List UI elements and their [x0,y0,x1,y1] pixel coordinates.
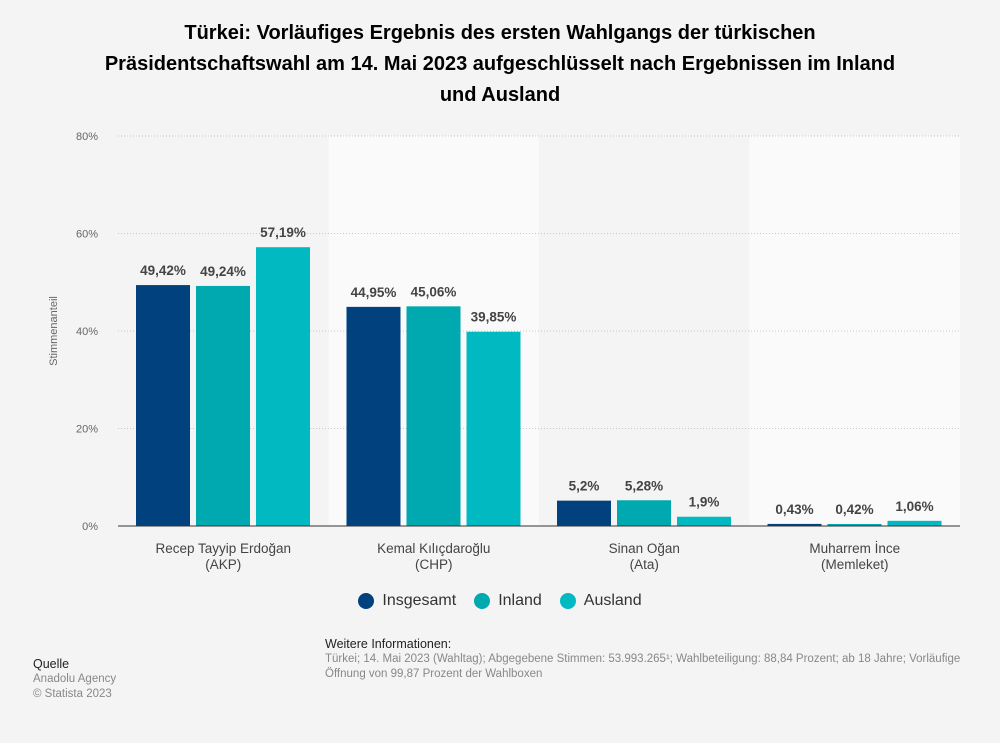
data-label: 39,85% [471,310,517,325]
x-tick-label: Sinan Oğan [609,541,680,556]
x-tick-label: (Ata) [630,557,659,572]
y-tick-label: 60% [76,229,98,241]
info-block: Weitere Informationen: Türkei; 14. Mai 2… [325,637,960,682]
data-label: 0,43% [775,502,813,517]
data-label: 49,24% [200,264,246,279]
legend-dot [474,593,491,609]
y-tick-label: 20% [76,424,98,436]
bar-insgesamt [767,523,822,526]
bar-ausland [466,331,521,526]
bar-inland [827,523,882,526]
legend-dot [559,593,576,609]
y-tick-label: 40% [76,326,98,338]
data-label: 44,95% [351,285,397,300]
legend-label: Insgesamt [382,592,457,609]
info-text: Türkei; 14. Mai 2023 (Wahltag); Abgegebe… [325,653,961,665]
source-block: Quelle Anadolu Agency © Statista 2023 [33,657,116,702]
legend-item-ausland[interactable]: Ausland [559,592,642,610]
bar-inland [406,306,461,526]
x-tick-label: Kemal Kılıçdaroğlu [377,541,490,556]
source-heading: Quelle [33,657,70,671]
legend-item-inland[interactable]: Inland [474,592,542,610]
bar-insgesamt [346,306,401,526]
copyright: © Statista 2023 [33,688,112,700]
info-text-2: Öffnung von 99,87 Prozent der Wahlboxen [325,668,543,680]
data-label: 57,19% [260,225,306,240]
legend: Insgesamt Inland Ausland [0,592,1000,610]
data-label: 1,9% [689,495,720,510]
bar-ausland [887,520,942,526]
legend-label: Ausland [583,592,642,609]
chart-title: Türkei: Vorläufiges Ergebnis des ersten … [104,22,896,106]
legend-label: Inland [498,592,542,609]
x-tick-label: (AKP) [205,557,241,572]
data-label: 5,2% [569,479,600,494]
y-axis-label: Stimmenanteil [48,296,60,366]
data-label: 1,06% [895,499,933,514]
bar-ausland [677,516,731,526]
info-heading: Weitere Informationen: [325,637,452,651]
x-tick-label: (CHP) [415,557,453,572]
legend-dot [358,593,375,609]
x-tick-label: Muharrem İnce [809,541,900,556]
x-tick-label: (Memleket) [821,557,889,572]
legend-item-insgesamt[interactable]: Insgesamt [358,592,456,610]
y-tick-label: 80% [76,131,98,143]
bar-inland [196,285,250,526]
data-label: 5,28% [625,478,663,493]
x-tick-label: Recep Tayyip Erdoğan [155,541,291,556]
bar-insgesamt [557,500,611,526]
source-text[interactable]: Anadolu Agency [33,673,117,685]
data-label: 49,42% [140,263,186,278]
y-tick-label: 0% [82,521,98,533]
bar-insgesamt [136,285,190,526]
bar-inland [617,500,671,526]
bar-ausland [256,247,310,527]
data-label: 45,06% [411,284,457,299]
data-label: 0,42% [835,502,873,517]
